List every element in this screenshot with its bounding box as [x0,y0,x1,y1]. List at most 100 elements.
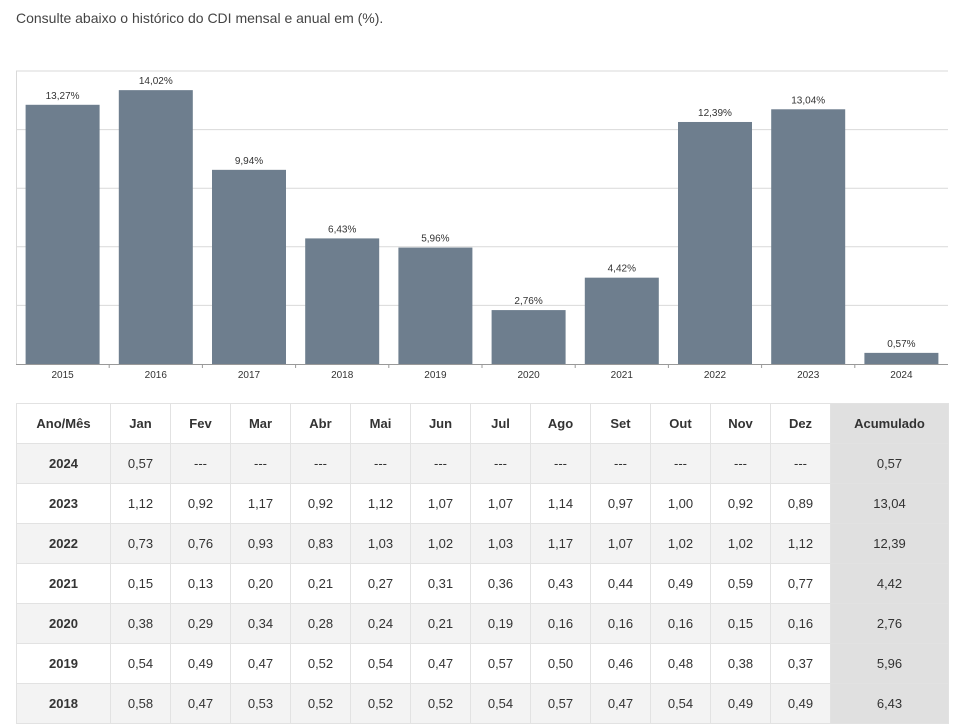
column-header-month: Out [650,403,711,444]
month-value-cell: --- [350,443,411,484]
month-value-cell: 0,53 [230,683,291,724]
month-value-cell: 0,54 [110,643,171,684]
month-value-cell: 0,19 [470,603,531,644]
column-header-month: Ago [530,403,591,444]
month-value-cell: 0,47 [170,683,231,724]
data-label-2020: 2,76% [514,296,542,307]
column-header-month: Mai [350,403,411,444]
cdi-bar-chart: 13,27% 2015 14,02% 2016 9,94% 2017 6,43% 2018 5,… [16,70,948,381]
month-value-cell: 0,54 [650,683,711,724]
table-body: 2024 0,57 --- --- --- --- --- --- --- --- --- --- --… [16,443,949,724]
year-cell: 2022 [16,523,111,564]
month-value-cell: 0,83 [290,523,351,564]
bar-2024 [864,352,939,364]
data-label-2023: 13,04% [791,95,825,106]
data-label-2016: 14,02% [139,76,173,87]
month-value-cell: 0,57 [110,443,171,484]
month-value-cell: 1,03 [350,523,411,564]
month-value-cell: 1,03 [470,523,531,564]
table-row: 2024 0,57 --- --- --- --- --- --- --- --- --- --- --… [16,443,949,484]
month-value-cell: 0,43 [530,563,591,604]
month-value-cell: --- [530,443,591,484]
table-row: 2020 0,38 0,29 0,34 0,28 0,24 0,21 0,19 0,16 0,16… [16,603,949,644]
table-header-row: Ano/Mês Jan Fev Mar Abr Mai Jun Jul Ago Set Out Nov… [16,403,949,444]
month-value-cell: 0,27 [350,563,411,604]
cdi-history-table: Ano/Mês Jan Fev Mar Abr Mai Jun Jul Ago Set Out Nov… [16,403,949,724]
month-value-cell: 0,49 [710,683,771,724]
x-tick-label-2021: 2021 [611,370,634,381]
month-value-cell: 0,49 [650,563,711,604]
column-header-month: Set [590,403,651,444]
month-value-cell: 0,97 [590,483,651,524]
intro-text: Consulte abaixo o histórico do CDI mensa… [16,10,384,26]
year-cell: 2024 [16,443,111,484]
month-value-cell: 1,17 [230,483,291,524]
month-value-cell: 0,54 [470,683,531,724]
column-header-month: Jan [110,403,171,444]
month-value-cell: --- [590,443,651,484]
bar-2022 [678,121,752,365]
month-value-cell: 0,52 [290,643,351,684]
month-value-cell: --- [470,443,531,484]
column-header-month: Dez [770,403,831,444]
table-row: 2018 0,58 0,47 0,53 0,52 0,52 0,52 0,54 0,57 0,47… [16,683,949,724]
bar-2019 [398,247,473,364]
month-value-cell: 0,52 [410,683,471,724]
bar-2023 [771,109,846,364]
month-value-cell: 1,12 [350,483,411,524]
month-value-cell: 0,49 [770,683,831,724]
data-label-2021: 4,42% [608,264,636,275]
x-tick-label-2024: 2024 [890,370,913,381]
x-tick-label-2017: 2017 [238,370,261,381]
month-value-cell: 0,49 [170,643,231,684]
column-header-month: Fev [170,403,231,444]
x-tick-label-2015: 2015 [51,370,74,381]
month-value-cell: --- [230,443,291,484]
month-value-cell: --- [710,443,771,484]
column-header-month: Jun [410,403,471,444]
month-value-cell: 0,31 [410,563,471,604]
month-value-cell: --- [770,443,831,484]
month-value-cell: 0,89 [770,483,831,524]
month-value-cell: 1,02 [410,523,471,564]
month-value-cell: 0,21 [290,563,351,604]
accumulated-cell: 4,42 [830,563,949,604]
month-value-cell: 0,15 [710,603,771,644]
x-tick-label-2020: 2020 [517,370,540,381]
month-value-cell: 1,07 [410,483,471,524]
month-value-cell: 0,28 [290,603,351,644]
month-value-cell: 0,93 [230,523,291,564]
month-value-cell: --- [170,443,231,484]
month-value-cell: 0,36 [470,563,531,604]
chart-svg: 13,27% 2015 14,02% 2016 9,94% 2017 6,43% 2018 5,… [16,70,948,381]
year-cell: 2023 [16,483,111,524]
month-value-cell: 0,24 [350,603,411,644]
bar-2020 [491,310,566,364]
month-value-cell: 1,12 [110,483,171,524]
month-value-cell: 0,16 [770,603,831,644]
x-tick-label-2018: 2018 [331,370,354,381]
month-value-cell: 0,29 [170,603,231,644]
data-label-2019: 5,96% [421,234,449,245]
month-value-cell: 0,54 [350,643,411,684]
x-tick-label-2023: 2023 [797,370,820,381]
bar-2021 [584,277,659,364]
accumulated-cell: 12,39 [830,523,949,564]
month-value-cell: 0,57 [470,643,531,684]
month-value-cell: 0,52 [350,683,411,724]
month-value-cell: 0,57 [530,683,591,724]
month-value-cell: 0,50 [530,643,591,684]
month-value-cell: 0,52 [290,683,351,724]
month-value-cell: 0,47 [410,643,471,684]
month-value-cell: --- [650,443,711,484]
month-value-cell: 0,92 [170,483,231,524]
x-tick-label-2019: 2019 [424,370,447,381]
data-label-2015: 13,27% [46,91,80,102]
column-header-month: Nov [710,403,771,444]
month-value-cell: 0,21 [410,603,471,644]
x-tick-label-2016: 2016 [145,370,168,381]
accumulated-cell: 0,57 [830,443,949,484]
month-value-cell: 0,48 [650,643,711,684]
month-value-cell: 0,44 [590,563,651,604]
table-row: 2023 1,12 0,92 1,17 0,92 1,12 1,07 1,07 1,14 0,97… [16,483,949,524]
